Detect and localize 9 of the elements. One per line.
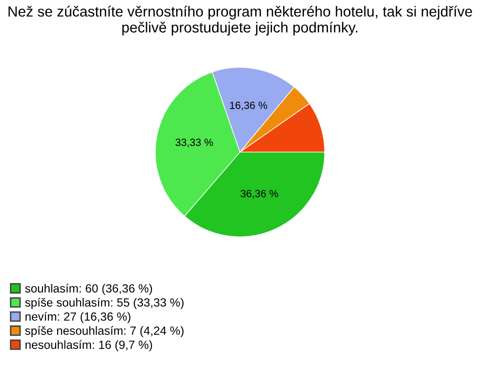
data-label: 36,36 % — [240, 190, 278, 198]
legend-label: souhlasím: 60 (36,36 %) — [25, 284, 152, 295]
data-label: 16,36 % — [230, 102, 268, 110]
legend-label: nevím: 27 (16,36 %) — [26, 312, 130, 324]
legend-label: nesouhlasím: 16 (9,7 %) — [26, 340, 152, 352]
legend-label: spíše souhlasím: 55 (33,33 %) — [25, 298, 184, 309]
data-label: 33,33 % — [176, 138, 213, 148]
legend-label: spíše nesouhlasím: 7 (4,24 %) — [25, 326, 184, 338]
chart-title: Než se zúčastníte věrnostního program některého hotelu, tak si nejdříve pečlivě prostudujete jejich podmínky. — [8, 6, 472, 36]
